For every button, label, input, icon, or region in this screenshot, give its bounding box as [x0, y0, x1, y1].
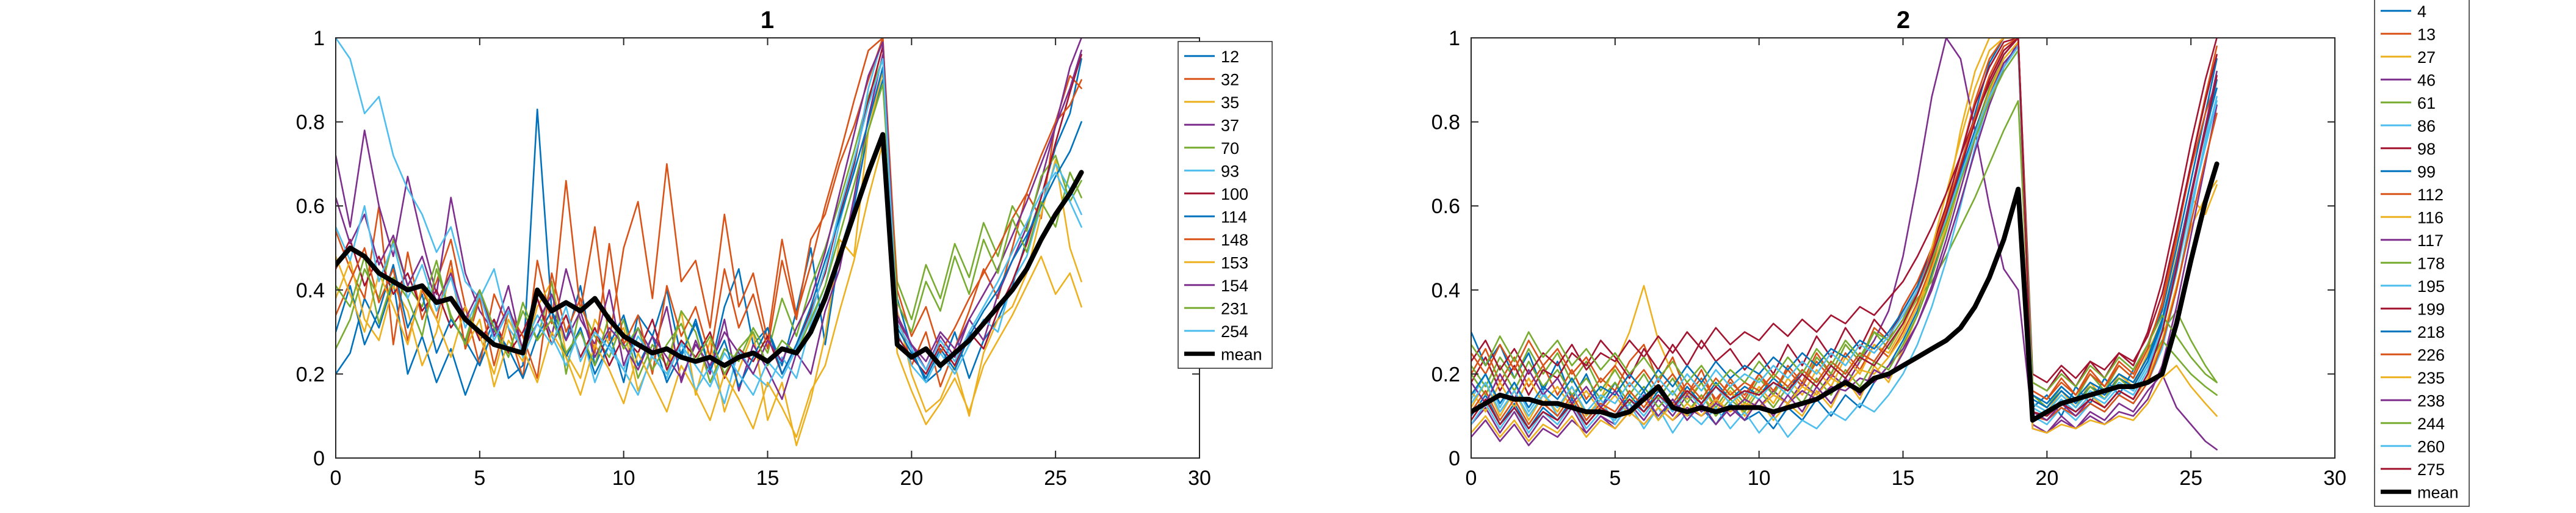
subplot-1-series-line-mean: [336, 132, 1084, 368]
y-tick-label: 0.2: [1431, 363, 1460, 386]
subplot-1-series-lines: [336, 38, 1084, 446]
subplot-1-series-line-37: [336, 38, 1082, 401]
legend-entry-37: 37: [1221, 116, 1239, 134]
y-tick-label: 0.4: [296, 279, 325, 302]
legend-entry-231: 231: [1221, 299, 1248, 318]
x-tick-label: 25: [2179, 467, 2202, 490]
subplot-1-series-line-231: [336, 83, 1082, 375]
x-tick-label: 0: [330, 467, 342, 490]
x-tick-label: 25: [1044, 467, 1067, 490]
subplot-2-series-line-199: [1471, 38, 2218, 384]
legend-entry-32: 32: [1221, 70, 1239, 89]
legend-entry-154: 154: [1221, 277, 1248, 295]
x-tick-label: 15: [1892, 467, 1915, 490]
y-tick-label: 1: [313, 27, 325, 50]
subplot-1-legend: 12 32 35 37 70 93 100 114 148 153 154 231 254 mean: [1178, 41, 1273, 369]
legend-entry-254: 254: [1221, 322, 1248, 341]
y-tick-label: 0.6: [296, 195, 325, 218]
legend-entry-218: 218: [2417, 323, 2445, 341]
subplot-2-series-lines: [1471, 38, 2220, 451]
subplot-2-series-line-98: [1471, 38, 2218, 396]
legend-entry-199: 199: [2417, 300, 2445, 318]
y-tick-label: 0: [313, 447, 325, 470]
legend-entry-114: 114: [1221, 208, 1247, 226]
subplot-1-series-line-153: [336, 142, 1082, 438]
subplot-2-legend: 4 13 27 46 61 86 98 99 112 116 117 178 195 199 218 226 2…: [2374, 0, 2470, 507]
x-tick-label: 15: [756, 467, 780, 490]
y-tick-label: 0.8: [1431, 111, 1460, 134]
subplot-2-series-line-61: [1471, 100, 2218, 409]
subplot-1-plot-area: [336, 38, 1199, 458]
legend-entry-mean: mean: [1221, 345, 1262, 363]
x-tick-label: 10: [1748, 467, 1771, 490]
subplot-1-series-line-32: [336, 38, 1082, 388]
legend-entry-93: 93: [1221, 162, 1239, 180]
legend-box: [1178, 41, 1273, 369]
subplot-2-series-line-244: [1471, 49, 2218, 392]
x-tick-label: 5: [1609, 467, 1621, 490]
legend-entry-117: 117: [2417, 231, 2444, 250]
legend-entry-226: 226: [2417, 346, 2445, 364]
y-tick-label: 0.8: [296, 111, 325, 134]
legend-entry-275: 275: [2417, 460, 2445, 479]
subplot-2-series-line-mean: [1471, 161, 2220, 423]
legend-entry-244: 244: [2417, 415, 2445, 433]
x-tick-label: 20: [900, 467, 923, 490]
legend-entry-98: 98: [2417, 140, 2436, 158]
subplot-2-series-line-112: [1471, 38, 2218, 401]
legend-entry-235: 235: [2417, 369, 2445, 387]
subplot-2-series-line-117: [1471, 41, 2218, 446]
x-tick-label: 10: [612, 467, 635, 490]
legend-entry-116: 116: [2417, 208, 2444, 227]
x-tick-label: 30: [2323, 467, 2346, 490]
x-tick-label: 30: [1188, 467, 1211, 490]
legend-box: [2374, 0, 2470, 507]
y-tick-label: 0.4: [1431, 279, 1460, 302]
subplot-1-ticks: 0 5 10 15 20 25 30 0 0.2 0.4 0.6 0.8 1: [296, 27, 1211, 490]
legend-entry-100: 100: [1221, 185, 1248, 203]
subplot-1-plot-background: [336, 38, 1199, 458]
subplot-1-title: 1: [761, 7, 774, 34]
legend-entry-195: 195: [2417, 277, 2445, 296]
subplot-2-series-line-226: [1471, 38, 2218, 426]
legend-entry-70: 70: [1221, 139, 1239, 158]
legend-entry-148: 148: [1221, 231, 1248, 249]
y-tick-label: 0.6: [1431, 195, 1460, 218]
legend-entry-260: 260: [2417, 437, 2445, 456]
x-tick-label: 0: [1466, 467, 1477, 490]
legend-entry-12: 12: [1221, 48, 1239, 66]
subplot-2-series-line-218: [1471, 45, 2218, 409]
subplot-2-series-line-235: [1471, 41, 2218, 442]
subplot-2-title: 2: [1897, 7, 1910, 34]
legend-entry-178: 178: [2417, 254, 2445, 272]
legend-entry-35: 35: [1221, 93, 1239, 112]
subplot-2-plot-background: [1471, 38, 2335, 458]
subplot-2-plot-area: [1471, 38, 2335, 458]
legend-entry-99: 99: [2417, 162, 2436, 181]
legend-entry-mean: mean: [2417, 483, 2459, 501]
y-tick-label: 1: [1449, 27, 1460, 50]
subplot-1-series-line-154: [336, 41, 1082, 379]
legend-entry-112: 112: [2417, 186, 2444, 204]
legend-entry-238: 238: [2417, 391, 2445, 410]
subplot-2: 2 0 5 10 15 20 25 30 0 0.2 0.4 0.6 0.8 1 4 13 27 46 61 86…: [1431, 0, 2470, 507]
legend-entry-4: 4: [2417, 2, 2426, 21]
legend-entry-46: 46: [2417, 71, 2436, 89]
y-tick-label: 0.2: [296, 363, 325, 386]
x-tick-label: 5: [474, 467, 485, 490]
x-tick-label: 20: [2035, 467, 2058, 490]
legend-entry-153: 153: [1221, 253, 1248, 272]
subplot-1: 1 0 5 10 15 20 25 30 0 0.2 0.4 0.6 0.8 1 12 32 35 37 70 9…: [296, 7, 1273, 490]
legend-entry-61: 61: [2417, 94, 2436, 112]
legend-entry-13: 13: [2417, 25, 2436, 43]
legend-entry-86: 86: [2417, 117, 2436, 135]
y-tick-label: 0: [1449, 447, 1460, 470]
subplot-2-ticks: 0 5 10 15 20 25 30 0 0.2 0.4 0.6 0.8 1: [1431, 27, 2346, 490]
legend-entry-27: 27: [2417, 48, 2436, 67]
